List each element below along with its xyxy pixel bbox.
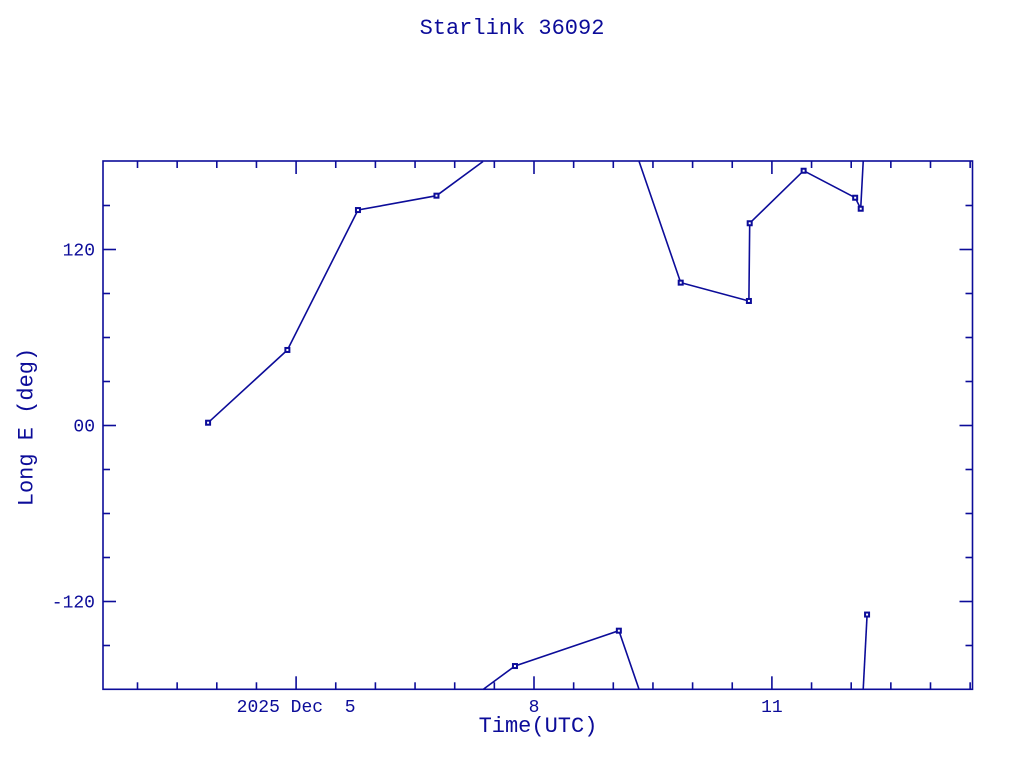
data-line — [862, 614, 868, 690]
data-point — [745, 297, 752, 304]
data-point — [746, 220, 753, 227]
x-axis-title: Time(UTC) — [478, 714, 598, 739]
data-point — [677, 279, 684, 286]
y-tick-label: 00 — [73, 418, 95, 438]
plot-frame — [102, 160, 974, 691]
x-tick-label: 2025 Dec 5 — [237, 698, 356, 718]
data-point — [354, 207, 361, 214]
y-tick-label: -120 — [52, 594, 95, 614]
data-line — [207, 160, 484, 424]
x-tick-label: 11 — [761, 698, 783, 718]
x-tick-label: 8 — [529, 698, 540, 718]
data-point — [433, 192, 440, 199]
data-point — [857, 205, 864, 212]
data-point — [205, 419, 212, 426]
chart-title: Starlink 36092 — [419, 16, 605, 41]
data-line — [482, 629, 640, 691]
y-tick-label: 120 — [63, 241, 95, 261]
data-point — [615, 627, 622, 634]
data-point — [852, 194, 859, 201]
data-line — [638, 161, 864, 303]
data-point — [864, 611, 871, 618]
data-point — [284, 346, 291, 353]
data-point — [800, 167, 807, 174]
data-point — [511, 663, 518, 670]
